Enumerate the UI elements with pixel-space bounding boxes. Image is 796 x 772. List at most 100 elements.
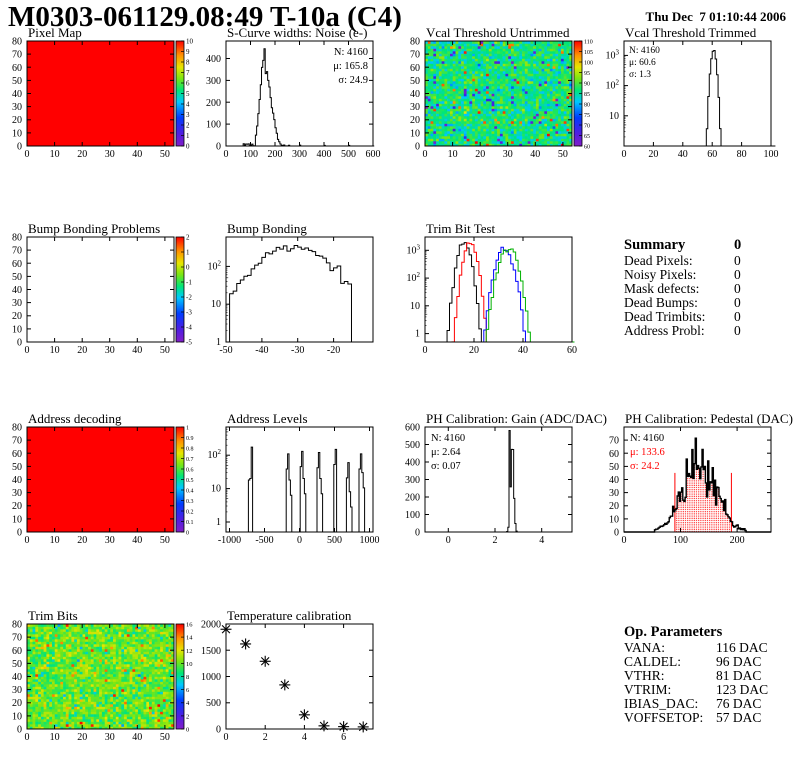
svg-text:0: 0 <box>186 727 189 734</box>
svg-text:30: 30 <box>105 149 115 160</box>
svg-text:5: 5 <box>186 90 190 98</box>
svg-text:-1000: -1000 <box>218 535 241 546</box>
svg-text:40: 40 <box>12 89 22 100</box>
svg-text:80: 80 <box>584 103 590 109</box>
svg-text:80: 80 <box>12 620 22 631</box>
svg-text:65: 65 <box>584 134 590 140</box>
svg-text:2: 2 <box>493 535 498 546</box>
svg-text:0.6: 0.6 <box>186 468 194 474</box>
svg-text:0: 0 <box>446 535 451 546</box>
svg-text:30: 30 <box>105 345 115 356</box>
svg-text:75: 75 <box>584 113 590 119</box>
svg-text:102: 102 <box>407 271 421 284</box>
svg-text:0.5: 0.5 <box>186 478 194 484</box>
svg-text:10: 10 <box>12 711 22 722</box>
svg-text:1: 1 <box>186 426 189 432</box>
svg-text:2: 2 <box>186 234 190 242</box>
svg-text:20: 20 <box>475 149 485 160</box>
svg-text:0: 0 <box>25 345 30 356</box>
svg-text:60: 60 <box>707 149 717 160</box>
svg-text:σ: 24.2: σ: 24.2 <box>630 461 660 472</box>
svg-text:4: 4 <box>186 101 190 109</box>
svg-text:500: 500 <box>405 440 420 451</box>
svg-text:70: 70 <box>584 124 590 130</box>
svg-text:0: 0 <box>622 149 627 160</box>
svg-text:4: 4 <box>302 732 307 743</box>
svg-text:60: 60 <box>12 63 22 74</box>
svg-text:60: 60 <box>12 646 22 657</box>
svg-text:1000: 1000 <box>201 672 221 683</box>
svg-text:0: 0 <box>25 535 30 546</box>
svg-text:0.1: 0.1 <box>186 520 194 526</box>
svg-text:0: 0 <box>216 725 221 736</box>
svg-text:10: 10 <box>410 301 420 312</box>
svg-text:50: 50 <box>12 272 22 283</box>
svg-text:50: 50 <box>160 732 170 743</box>
svg-text:30: 30 <box>503 149 513 160</box>
svg-text:500: 500 <box>327 535 342 546</box>
svg-text:102: 102 <box>606 79 620 92</box>
svg-text:10: 10 <box>448 149 458 160</box>
svg-text:σ: 1.3: σ: 1.3 <box>629 70 651 80</box>
svg-text:σ: 0.07: σ: 0.07 <box>431 461 461 472</box>
svg-text:20: 20 <box>410 115 420 126</box>
svg-text:1: 1 <box>216 517 221 528</box>
svg-text:40: 40 <box>609 475 619 486</box>
svg-text:400: 400 <box>405 458 420 469</box>
svg-text:10: 10 <box>186 38 194 46</box>
svg-text:20: 20 <box>12 115 22 126</box>
svg-text:1: 1 <box>186 249 190 257</box>
svg-text:50: 50 <box>410 76 420 87</box>
svg-text:80: 80 <box>12 233 22 244</box>
svg-text:80: 80 <box>12 37 22 48</box>
svg-text:0: 0 <box>17 725 22 736</box>
svg-text:20: 20 <box>12 698 22 709</box>
svg-text:40: 40 <box>530 149 540 160</box>
svg-text:10: 10 <box>50 345 60 356</box>
svg-text:20: 20 <box>77 535 87 546</box>
svg-text:20: 20 <box>77 732 87 743</box>
svg-text:16: 16 <box>186 622 193 629</box>
svg-text:8: 8 <box>186 674 189 681</box>
svg-text:105: 105 <box>584 50 593 56</box>
svg-text:0: 0 <box>415 528 420 539</box>
svg-text:40: 40 <box>12 285 22 296</box>
svg-text:70: 70 <box>410 50 420 61</box>
svg-text:N: 4160: N: 4160 <box>629 46 660 56</box>
svg-text:2: 2 <box>186 713 189 720</box>
svg-text:40: 40 <box>132 345 142 356</box>
svg-text:70: 70 <box>12 50 22 61</box>
svg-text:2: 2 <box>263 732 268 743</box>
svg-text:10: 10 <box>50 535 60 546</box>
svg-text:200: 200 <box>405 493 420 504</box>
svg-text:30: 30 <box>12 102 22 113</box>
svg-text:40: 40 <box>12 672 22 683</box>
svg-text:0: 0 <box>224 732 229 743</box>
svg-text:40: 40 <box>12 475 22 486</box>
svg-text:20: 20 <box>609 501 619 512</box>
svg-text:0: 0 <box>17 142 22 153</box>
svg-text:6: 6 <box>186 80 190 88</box>
svg-text:10: 10 <box>50 732 60 743</box>
svg-text:6: 6 <box>341 732 346 743</box>
svg-text:95: 95 <box>584 71 590 77</box>
svg-text:30: 30 <box>105 732 115 743</box>
svg-text:30: 30 <box>12 298 22 309</box>
svg-text:50: 50 <box>12 659 22 670</box>
svg-text:100: 100 <box>673 535 688 546</box>
svg-text:0: 0 <box>415 142 420 153</box>
svg-text:20: 20 <box>12 501 22 512</box>
svg-text:1: 1 <box>216 337 221 348</box>
svg-text:50: 50 <box>160 345 170 356</box>
svg-text:0.2: 0.2 <box>186 510 194 516</box>
svg-text:0.3: 0.3 <box>186 499 194 505</box>
svg-text:10: 10 <box>410 128 420 139</box>
svg-text:100: 100 <box>206 120 221 131</box>
svg-text:0.9: 0.9 <box>186 436 194 442</box>
svg-text:0: 0 <box>224 149 229 160</box>
svg-text:50: 50 <box>558 149 568 160</box>
svg-text:10: 10 <box>12 514 22 525</box>
svg-text:30: 30 <box>410 102 420 113</box>
svg-text:9: 9 <box>186 48 190 56</box>
svg-text:0: 0 <box>614 528 619 539</box>
